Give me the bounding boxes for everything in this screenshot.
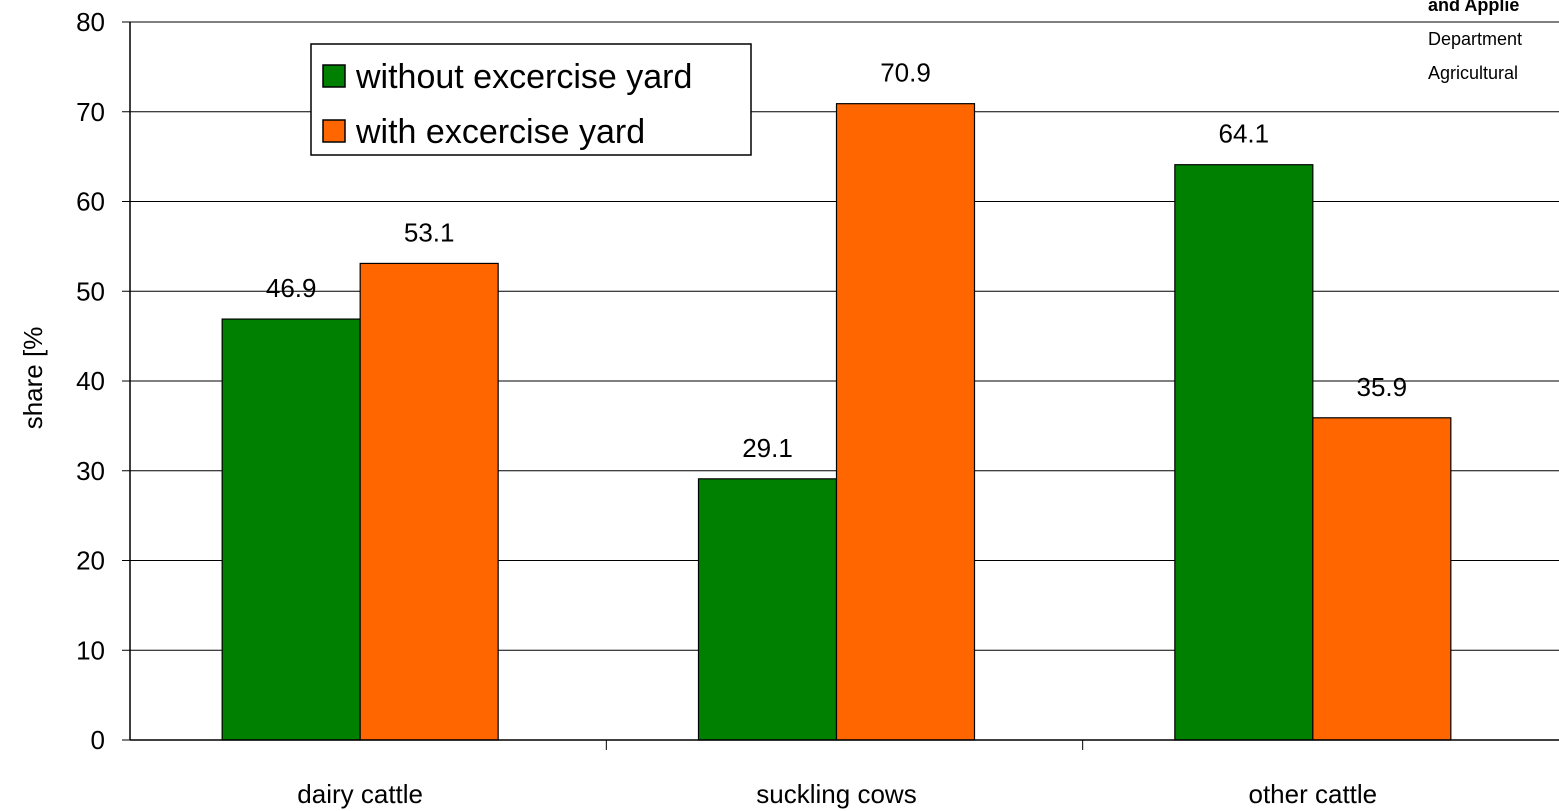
- y-tick-label-20: 20: [76, 546, 105, 576]
- legend-box: [310, 43, 752, 156]
- corner-note-line2: Department: [1428, 29, 1522, 49]
- data-labels: 46.9 53.1 29.1 70.9 64.1 35.9: [266, 58, 1407, 463]
- y-tick-label-60: 60: [76, 187, 105, 217]
- legend-label-without-yard: without excercise yard: [355, 58, 692, 96]
- y-axis-title: share [%: [18, 327, 48, 430]
- bars: [221, 103, 1452, 741]
- corner-note-line3: Agricultural: [1428, 63, 1518, 83]
- bar-other-cattle-series-1: [1312, 417, 1452, 741]
- legend: without excercise yard with excercise ya…: [310, 43, 752, 156]
- data-label-suckling-cows-series-1: 70.9: [880, 58, 931, 88]
- bar-other-cattle-series-0: [1174, 164, 1314, 741]
- data-label-other-cattle-series-1: 35.9: [1357, 372, 1408, 402]
- y-tick-label-40: 40: [76, 366, 105, 396]
- category-label-suckling-cows: suckling cows: [756, 779, 916, 809]
- category-label-other-cattle: other cattle: [1249, 779, 1378, 809]
- data-label-suckling-cows-series-0: 29.1: [742, 433, 793, 463]
- y-tick-label-30: 30: [76, 456, 105, 486]
- bar-suckling-cows-series-1: [835, 103, 976, 741]
- y-tick-label-80: 80: [76, 7, 105, 37]
- y-tick-label-50: 50: [76, 276, 105, 306]
- bar-suckling-cows-series-0: [697, 478, 838, 741]
- data-label-dairy-cattle-series-0: 46.9: [266, 273, 317, 303]
- bar-dairy-cattle-series-1: [359, 262, 499, 741]
- legend-swatch-with-yard: [322, 119, 346, 143]
- corner-note-line1: and Applie: [1428, 0, 1519, 15]
- corner-note: and Applie Department Agricultural: [1428, 0, 1522, 83]
- y-tick-label-0: 0: [91, 725, 105, 755]
- y-tick-label-10: 10: [76, 635, 105, 665]
- legend-label-with-yard: with excercise yard: [355, 113, 645, 151]
- bar-dairy-cattle-series-0: [221, 318, 361, 741]
- y-tick-label-70: 70: [76, 97, 105, 127]
- data-label-dairy-cattle-series-1: 53.1: [404, 217, 455, 247]
- legend-swatch-without-yard: [322, 64, 346, 88]
- axes: 0 10 20 30 40 50 60 70 80 dairy cattle suckling co…: [76, 7, 1559, 809]
- data-label-other-cattle-series-0: 64.1: [1219, 119, 1270, 149]
- category-label-dairy-cattle: dairy cattle: [297, 779, 423, 809]
